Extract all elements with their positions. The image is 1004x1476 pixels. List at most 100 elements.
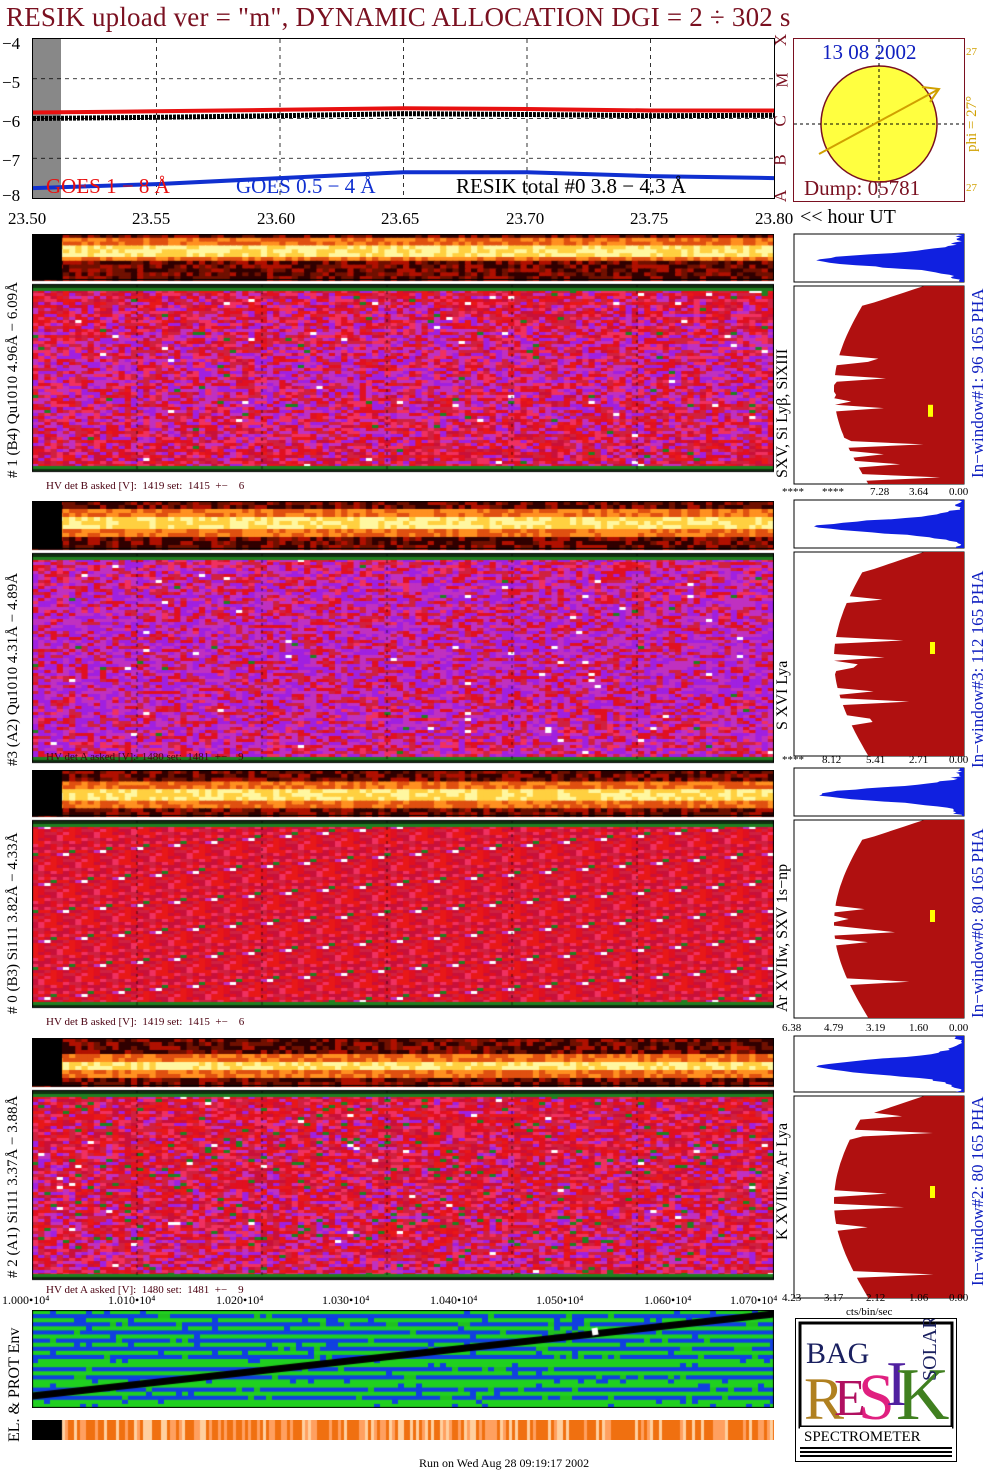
logo-bottom: SPECTROMETER <box>804 1429 921 1445</box>
hv-status: HV det A asked [V]: 1480 set: 1481 +− 9 <box>46 751 244 763</box>
pha-small-histogram <box>793 767 965 817</box>
env-label: EL. & PROT Env <box>6 1327 23 1442</box>
env-tick: 1.020•10⁴ <box>216 1293 264 1307</box>
x-axis-unit: << hour UT <box>800 206 896 228</box>
hv-status: HV det B asked [V]: 1419 set: 1415 +− 6 <box>46 480 245 492</box>
x-tick: 23.75 <box>630 209 669 228</box>
env-color-bar <box>32 1420 774 1440</box>
y-tick: −4 <box>2 34 21 53</box>
pha-tick: 4.79 <box>824 1022 844 1034</box>
x-tick: 23.80 <box>755 209 794 228</box>
series-line-2 <box>33 111 774 121</box>
y-tick: −8 <box>2 186 21 205</box>
env-tick: 1.010•10⁴ <box>108 1293 156 1307</box>
spectrogram-det2 <box>32 1038 774 1286</box>
env-panel <box>32 1310 774 1408</box>
window-label: In−window#1: 96 165 PHA <box>968 288 987 478</box>
pha-tick: 8.12 <box>822 754 842 766</box>
pha-large-histogram <box>793 285 965 485</box>
dump-number: Dump: 05781 <box>804 176 921 200</box>
phi-arrowhead <box>921 86 941 103</box>
window-label: In−window#3: 112 165 PHA <box>968 570 987 768</box>
x-tick: 23.65 <box>381 209 420 228</box>
legend-goes-1-8: GOES 1 − 8 Å <box>46 174 170 198</box>
env-tick: 1.000•10⁴ <box>2 1293 50 1307</box>
class-letter: B <box>770 154 790 166</box>
detector-label: #3 (A2) Qu1010 4.31Å − 4.89Å <box>5 572 21 766</box>
logo-letter-i: I <box>886 1348 907 1419</box>
series-line-1 <box>33 170 774 191</box>
pha-tick: 0.00 <box>949 1022 969 1034</box>
logo-side: SOLAR <box>919 1319 941 1381</box>
pha-tick: **** <box>782 754 804 766</box>
logo-small-text: BAG <box>806 1337 869 1370</box>
legend-goes-05-4: GOES 0.5 − 4 Å <box>236 174 376 198</box>
x-tick: 23.55 <box>132 209 171 228</box>
logo-letter-k: K <box>896 1354 949 1436</box>
sun-panel <box>793 38 965 202</box>
spectrogram-det3 <box>32 501 774 769</box>
pha-tick: 3.17 <box>824 1292 844 1304</box>
pha-unit-label: cts/bin/sec <box>846 1306 893 1318</box>
logo-letter-s: S <box>858 1361 895 1434</box>
y-tick: −7 <box>2 151 21 170</box>
pha-tick: 0.00 <box>949 1292 969 1304</box>
pha-tick: 1.60 <box>909 1022 929 1034</box>
pha-tick: **** <box>782 486 804 498</box>
resik-logo: BAG R E S I K SOLAR SPECTROMETER <box>795 1318 957 1462</box>
x-tick: 23.50 <box>8 209 47 228</box>
pha-window-marker <box>930 910 935 922</box>
class-letter: X <box>771 33 791 47</box>
pha-tick: 0.00 <box>949 754 969 766</box>
spectrogram-det0 <box>32 770 774 1014</box>
pha-large-histogram <box>793 819 965 1019</box>
pha-window-marker <box>930 642 935 654</box>
pha-tick: 5.41 <box>866 754 886 766</box>
phi-tick-top: 27 <box>966 46 977 58</box>
spectrogram-det1 <box>32 234 774 478</box>
class-letter: M <box>772 72 792 88</box>
window-label: In−window#0: 80 165 PHA <box>968 828 987 1018</box>
logo-letter-e: E <box>834 1370 866 1427</box>
hv-status: HV det A asked [V]: 1480 set: 1481 +− 9 <box>46 1284 244 1296</box>
x-tick: 23.70 <box>506 209 545 228</box>
pha-tick: 3.19 <box>866 1022 886 1034</box>
env-tick: 1.030•10⁴ <box>322 1293 370 1307</box>
lightcurve-svg <box>33 39 774 198</box>
logo-svg: BAG R E S I K SOLAR SPECTROMETER <box>798 1319 954 1457</box>
pha-window-marker <box>928 404 933 417</box>
y-tick: −6 <box>2 112 21 131</box>
pha-tick: **** <box>822 486 844 498</box>
legend-resik-total: RESIK total #0 3.8 − 4.3 Å <box>456 174 687 198</box>
sun-svg <box>794 39 964 201</box>
env-tick: 1.040•10⁴ <box>430 1293 478 1307</box>
pha-small-histogram <box>793 1035 965 1093</box>
phi-arrow <box>818 88 940 155</box>
pha-tick: 7.28 <box>870 486 890 498</box>
pha-tick: 4.23 <box>782 1292 802 1304</box>
pha-tick: 2.71 <box>909 754 929 766</box>
env-tick: 1.050•10⁴ <box>536 1293 584 1307</box>
pha-tick: 2.12 <box>866 1292 886 1304</box>
y-tick: −5 <box>2 73 21 92</box>
detector-label: # 2 (A1) Si111 3.37Å − 3.88Å <box>5 1095 21 1278</box>
footer-run-time: Run on Wed Aug 28 09:19:17 2002 <box>419 1456 590 1470</box>
series-line-0 <box>33 106 774 115</box>
class-letter: A <box>771 189 791 203</box>
pha-small-histogram <box>793 233 965 283</box>
pha-tick: 1.06 <box>909 1292 929 1304</box>
x-tick: 23.60 <box>257 209 296 228</box>
detector-label: # 0 (B3) Si111 3.82Å − 4.33Å <box>5 832 21 1014</box>
logo-letter-r: R <box>804 1366 844 1432</box>
sun-date: 13 08 2002 <box>822 40 917 64</box>
detector-label: # 1 (B4) Qu1010 4.96Å − 6.09Å <box>5 282 21 478</box>
pha-window-marker <box>930 1186 935 1198</box>
pha-tick: 0.00 <box>949 486 969 498</box>
lightcurve-plot <box>32 38 775 199</box>
window-label: In−window#2: 80 165 PHA <box>968 1096 987 1286</box>
env-tick: 1.070•10⁴ <box>730 1293 778 1307</box>
pha-histograms <box>793 233 965 1299</box>
class-letter: C <box>770 115 790 127</box>
pha-small-histogram <box>793 499 965 549</box>
page-title: RESIK upload ver = "m", DYNAMIC ALLOCATI… <box>6 2 791 32</box>
